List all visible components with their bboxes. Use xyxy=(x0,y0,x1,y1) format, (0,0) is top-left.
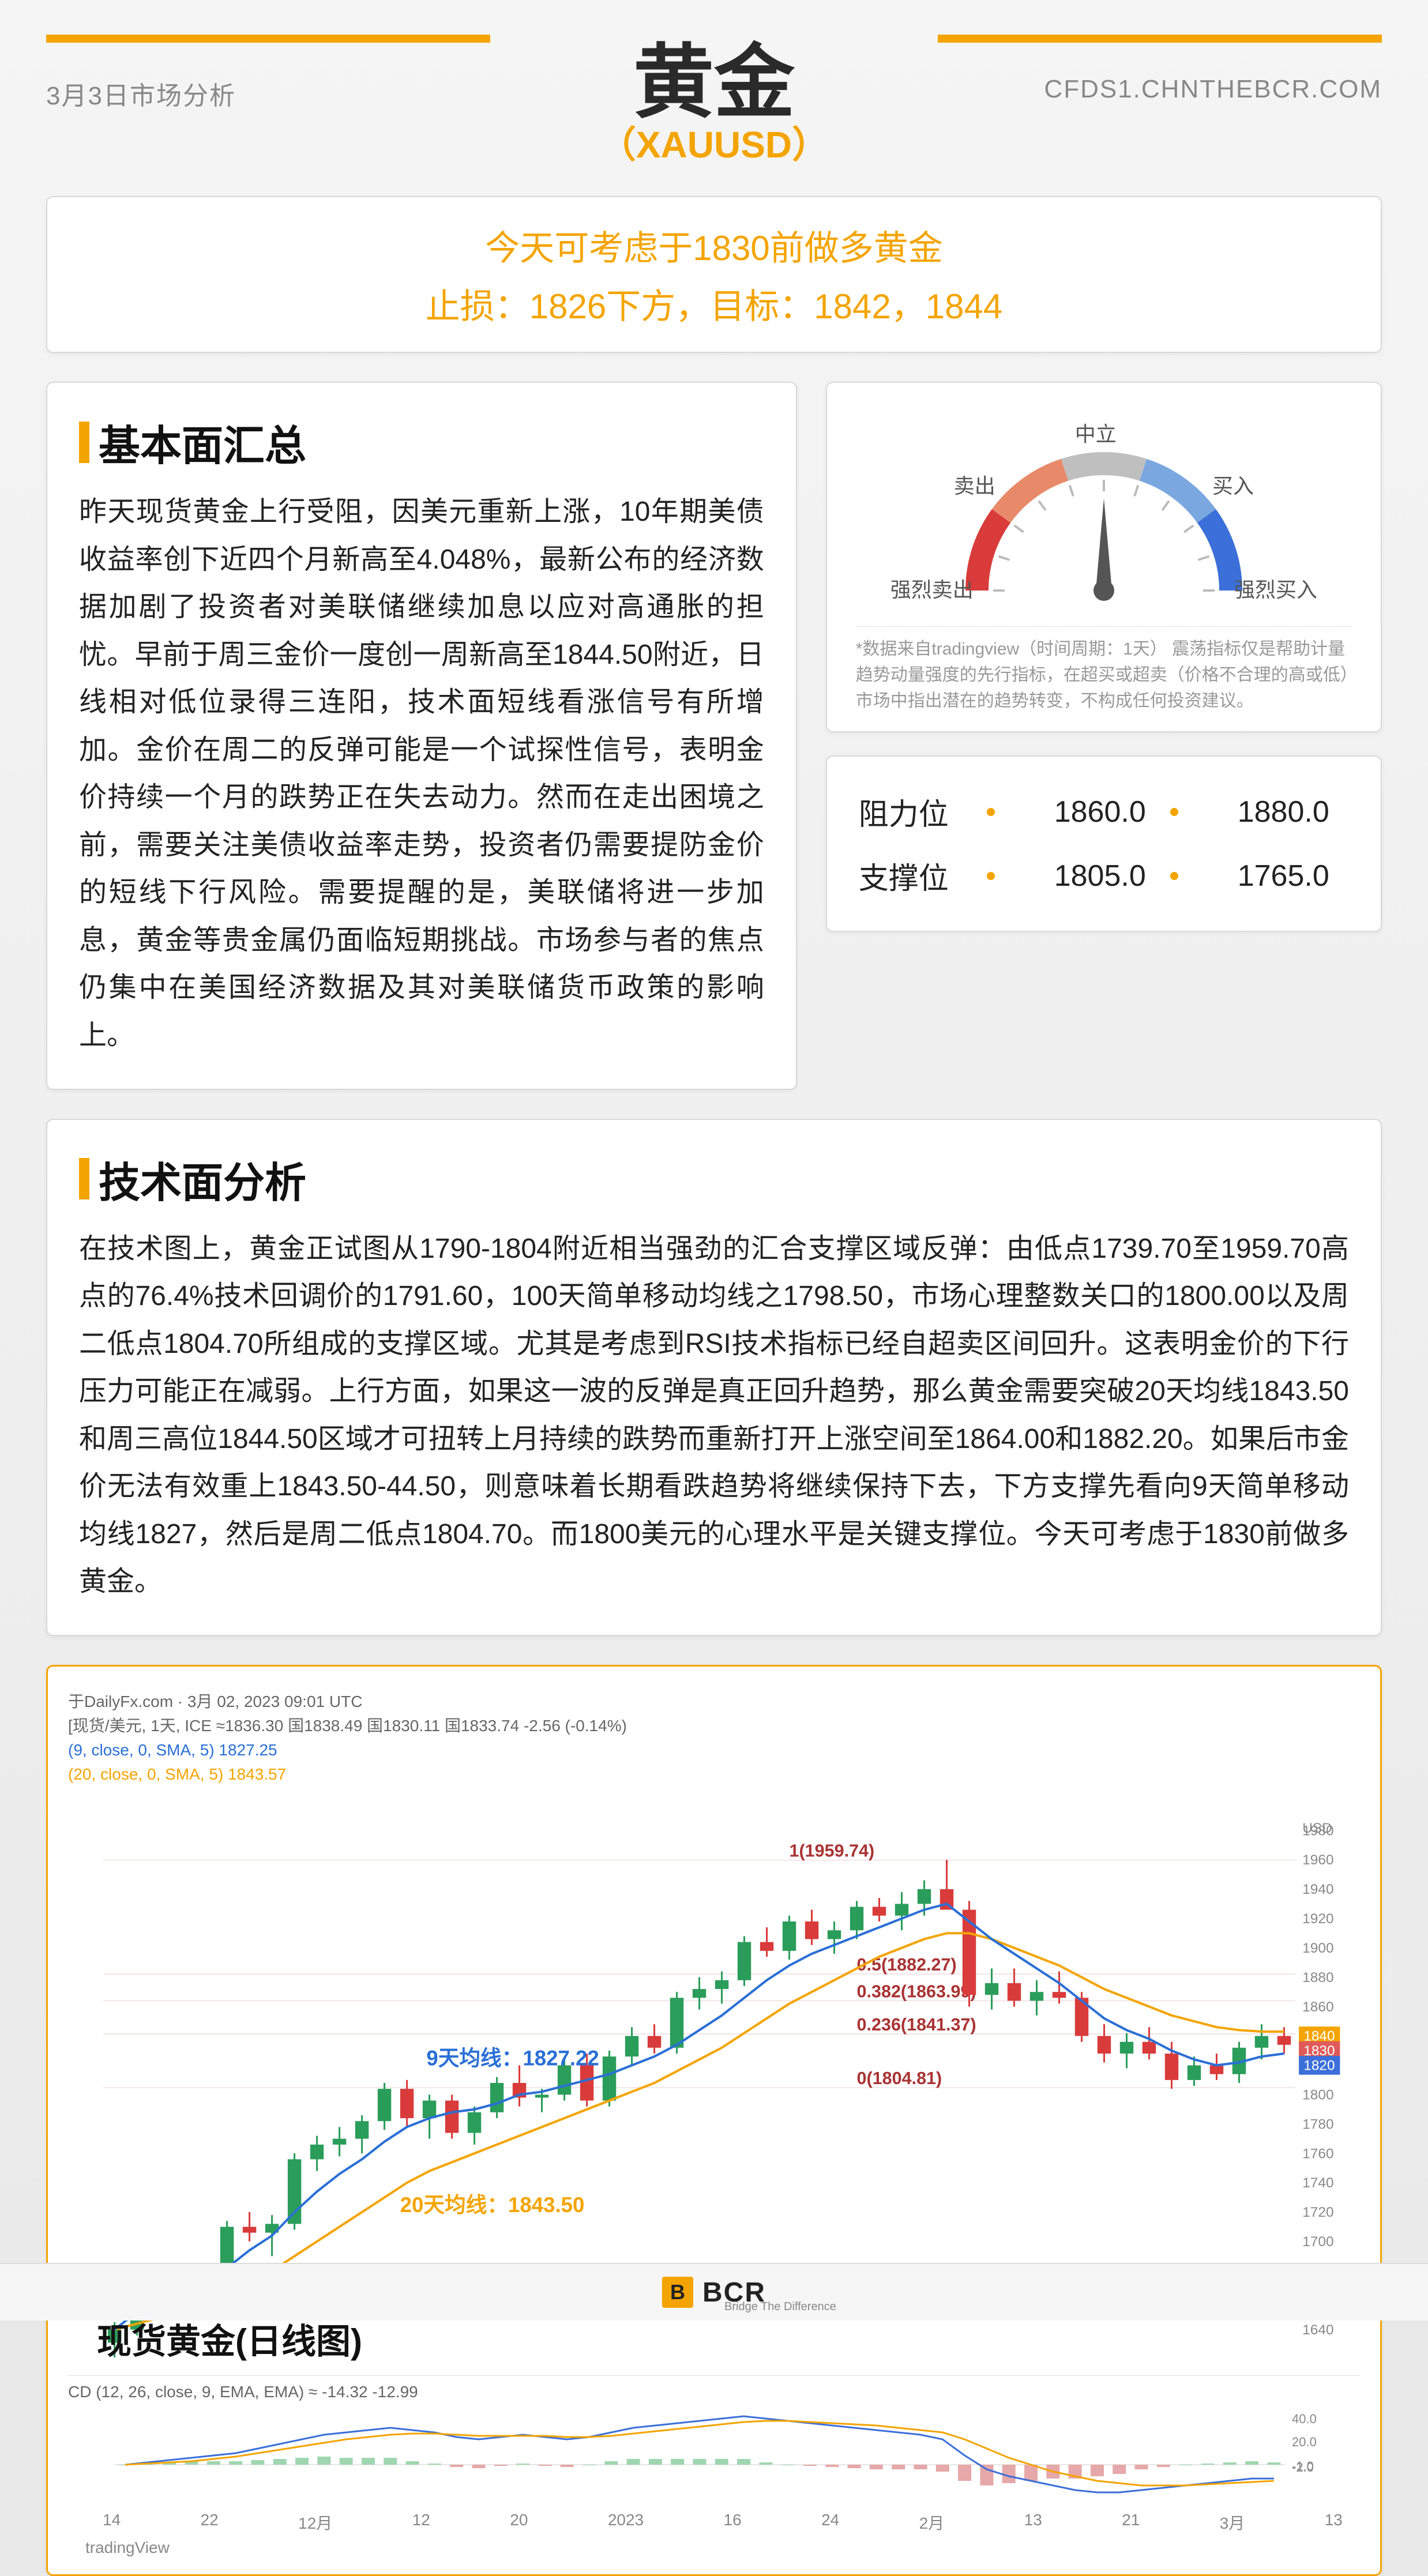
svg-text:9天均线：1827.22: 9天均线：1827.22 xyxy=(426,2046,599,2070)
levels-card: 阻力位 1860.0 1880.0 支撑位 1805.0 1765.0 xyxy=(826,755,1382,932)
svg-text:20.0: 20.0 xyxy=(1292,2435,1317,2449)
brand-logo-icon: B xyxy=(662,2277,693,2308)
support-2: 1765.0 xyxy=(1202,859,1329,893)
svg-text:1820: 1820 xyxy=(1303,2058,1335,2074)
gauge-label-strong-sell: 强烈卖出 xyxy=(890,573,974,603)
svg-text:1900: 1900 xyxy=(1302,1941,1333,1956)
brand-tagline: Bridge The Difference xyxy=(724,2300,836,2314)
gauge-labels: 强烈卖出 卖出 中立 买入 强烈买入 xyxy=(856,406,1352,619)
x-axis-tick: 2023 xyxy=(608,2511,644,2534)
chart-card: 于DailyFx.com · 3月 02, 2023 09:01 UTC [现货… xyxy=(46,1665,1382,2576)
x-axis-tick: 22 xyxy=(201,2511,219,2534)
gauge-label-neutral: 中立 xyxy=(1075,418,1117,447)
chart-instrument: [现货/美元, 1天, ICE ≈1836.30 国1838.49 国1830.… xyxy=(68,1714,1360,1738)
svg-text:1800: 1800 xyxy=(1302,2087,1333,2103)
recommendation-card: 今天可考虑于1830前做多黄金 止损：1826下方，目标：1842，1844 xyxy=(46,196,1382,353)
dot-icon xyxy=(1170,808,1178,816)
indicator-chart: 40.020.0-1.0-2.0 xyxy=(68,2401,1360,2505)
svg-text:1880: 1880 xyxy=(1302,1970,1333,1985)
svg-text:1(1959.74): 1(1959.74) xyxy=(790,1841,875,1861)
svg-text:0.382(1863.99): 0.382(1863.99) xyxy=(857,1981,976,2001)
technical-card: 技术面分析 在技术图上，黄金正试图从1790-1804附近相当强劲的汇合支撑区域… xyxy=(46,1119,1382,1636)
x-axis-tick: 3月 xyxy=(1220,2511,1245,2534)
svg-text:0(1804.81): 0(1804.81) xyxy=(857,2069,942,2088)
gauge-label-sell: 卖出 xyxy=(954,469,995,499)
dot-icon xyxy=(987,808,995,816)
fundamentals-body: 昨天现货黄金上行受阻，因美元重新上涨，10年期美债收益率创下近四个月新高至4.0… xyxy=(79,488,764,1060)
x-axis-tick: 16 xyxy=(724,2511,742,2534)
indicator-panel: CD (12, 26, close, 9, EMA, EMA) ≈ -14.32… xyxy=(68,2375,1360,2505)
x-axis-tick: 2月 xyxy=(919,2511,945,2534)
row-fundamentals-sentiment: 基本面汇总 昨天现货黄金上行受阻，因美元重新上涨，10年期美债收益率创下近四个月… xyxy=(46,382,1382,1090)
recommend-line-1: 今天可考虑于1830前做多黄金 xyxy=(65,220,1363,270)
fundamentals-title: 基本面汇总 xyxy=(79,412,764,472)
x-axis-tick: 20 xyxy=(510,2511,528,2534)
chart-header: 于DailyFx.com · 3月 02, 2023 09:01 UTC [现货… xyxy=(68,1690,1360,1787)
resistance-label: 阻力位 xyxy=(859,790,963,833)
x-axis-tick: 21 xyxy=(1122,2511,1140,2534)
svg-text:USD: USD xyxy=(1302,1821,1332,1836)
support-1: 1805.0 xyxy=(1019,859,1146,893)
resistance-1: 1860.0 xyxy=(1019,795,1146,829)
page: 3月3日市场分析 CFDS1.CHNTHEBCR.COM 黄金 （XAUUSD）… xyxy=(0,0,1428,2321)
gauge-label-buy: 买入 xyxy=(1212,469,1254,499)
fundamentals-card: 基本面汇总 昨天现货黄金上行受阻，因美元重新上涨，10年期美债收益率创下近四个月… xyxy=(46,382,797,1090)
gauge-label-strong-buy: 强烈买入 xyxy=(1234,573,1317,603)
resistance-2: 1880.0 xyxy=(1202,795,1329,829)
svg-text:0.236(1841.37): 0.236(1841.37) xyxy=(857,2015,976,2035)
x-axis-tick: 24 xyxy=(821,2511,839,2534)
svg-text:1780: 1780 xyxy=(1302,2116,1333,2132)
svg-text:20天均线：1843.50: 20天均线：1843.50 xyxy=(400,2193,585,2217)
technical-title: 技术面分析 xyxy=(79,1149,1349,1209)
chart-source: 于DailyFx.com · 3月 02, 2023 09:01 UTC xyxy=(68,1690,1360,1714)
support-label: 支撑位 xyxy=(859,854,963,897)
svg-text:-2.0: -2.0 xyxy=(1292,2460,1314,2475)
technical-body: 在技术图上，黄金正试图从1790-1804附近相当强劲的汇合支撑区域反弹：由低点… xyxy=(79,1225,1349,1606)
support-row: 支撑位 1805.0 1765.0 xyxy=(859,844,1349,908)
x-axis-tick: 13 xyxy=(1325,2511,1343,2534)
svg-text:1920: 1920 xyxy=(1302,1911,1333,1927)
x-axis-tick: 13 xyxy=(1024,2511,1042,2534)
svg-text:1760: 1760 xyxy=(1302,2146,1333,2161)
gauge-note: *数据来自tradingview（时间周期：1天） 震荡指标仅是帮助计量趋势动量… xyxy=(856,626,1352,714)
indicator-header: CD (12, 26, close, 9, EMA, EMA) ≈ -14.32… xyxy=(68,2383,1360,2401)
resistance-row: 阻力位 1860.0 1880.0 xyxy=(859,780,1349,844)
footer: B BCR xyxy=(0,2263,1428,2321)
chart-title-overlay: 现货黄金(日线图) xyxy=(97,2314,1360,2364)
chart-ma9-header: (9, close, 0, SMA, 5) 1827.25 xyxy=(68,1738,1360,1762)
svg-text:1860: 1860 xyxy=(1302,1999,1333,2015)
sentiment-gauge-card: 强烈卖出 卖出 中立 买入 强烈买入 *数据来自tradingview（时间周期… xyxy=(826,382,1382,732)
chart-ma20-header: (20, close, 0, SMA, 5) 1843.57 xyxy=(68,1762,1360,1787)
page-subtitle: （XAUUSD） xyxy=(0,115,1428,168)
tradingview-label: tradingView xyxy=(68,2539,1360,2557)
x-axis-tick: 12月 xyxy=(298,2511,332,2534)
content: 今天可考虑于1830前做多黄金 止损：1826下方，目标：1842，1844 基… xyxy=(46,196,1382,2576)
x-axis-tick: 14 xyxy=(103,2511,121,2534)
svg-text:1740: 1740 xyxy=(1302,2175,1333,2191)
svg-text:1720: 1720 xyxy=(1302,2205,1333,2220)
dot-icon xyxy=(987,872,995,880)
svg-text:1700: 1700 xyxy=(1302,2234,1333,2250)
svg-text:1940: 1940 xyxy=(1302,1882,1333,1897)
recommend-line-2: 止损：1826下方，目标：1842，1844 xyxy=(65,279,1363,329)
dot-icon xyxy=(1170,872,1178,880)
svg-text:1960: 1960 xyxy=(1302,1852,1333,1868)
svg-text:1640: 1640 xyxy=(1302,2322,1333,2338)
svg-text:0.5(1882.27): 0.5(1882.27) xyxy=(857,1955,957,1975)
svg-text:40.0: 40.0 xyxy=(1292,2412,1317,2426)
chart-x-axis: 14 22 12月 12 20 2023 16 24 2月 13 21 3月 13 xyxy=(68,2505,1360,2534)
x-axis-tick: 12 xyxy=(412,2511,430,2534)
sentiment-gauge: 强烈卖出 卖出 中立 买入 强烈买入 xyxy=(856,406,1352,619)
